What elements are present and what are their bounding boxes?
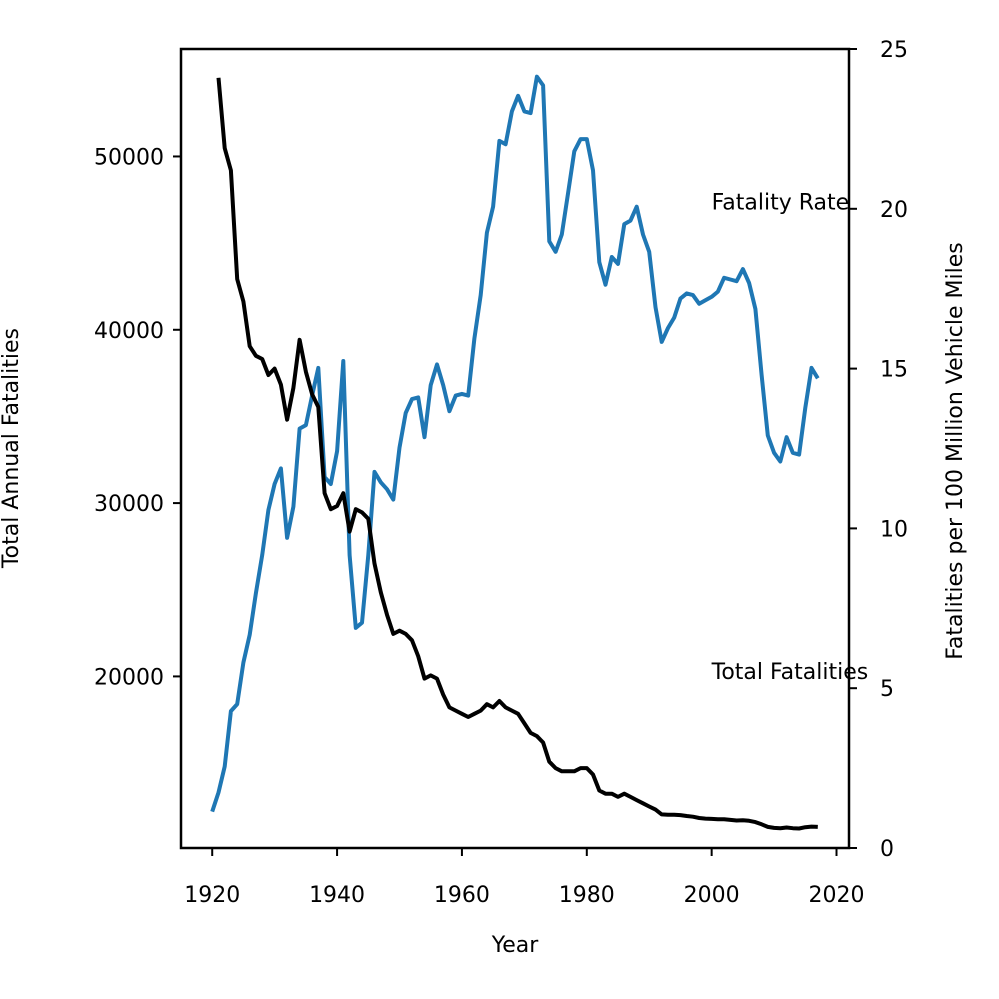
series-line-fatality-rate: [216, 77, 818, 831]
x-tick-label: 1940: [309, 883, 365, 908]
x-tick-label: 1960: [434, 883, 490, 908]
y-left-tick-label: 40000: [94, 319, 164, 344]
series-line-total-fatalities: [210, 74, 820, 813]
y-right-tick-label: 10: [880, 517, 908, 542]
annotation-total-fatalities: Total Fatalities: [711, 660, 869, 685]
y-axis-left-title: Total Annual Fatalities: [0, 328, 24, 569]
x-axis-title: Year: [491, 933, 540, 958]
x-tick-label: 2000: [684, 883, 740, 908]
y-axis-right-title: Fatalities per 100 Million Vehicle Miles: [943, 242, 968, 659]
y-axis-left: 20000 30000 40000 50000: [94, 145, 181, 690]
annotations: Fatality Rate Total Fatalities: [711, 191, 869, 686]
y-left-tick-label: 20000: [94, 665, 164, 690]
plot-frame: [179, 47, 851, 850]
y-left-tick-label: 50000: [94, 145, 164, 170]
y-right-tick-label: 5: [880, 677, 894, 702]
x-tick-label: 1920: [184, 883, 240, 908]
x-axis: 1920 1940 1960 1980 2000 2020: [184, 848, 865, 908]
annotation-fatality-rate: Fatality Rate: [712, 191, 850, 216]
y-right-tick-label: 20: [880, 198, 908, 223]
y-axis-right: 0 5 10 15 20 25: [849, 38, 908, 862]
y-right-tick-label: 15: [880, 358, 908, 383]
x-tick-label: 1980: [559, 883, 615, 908]
y-right-tick-label: 0: [880, 837, 894, 862]
x-tick-label: 2020: [809, 883, 865, 908]
y-left-tick-label: 30000: [94, 492, 164, 517]
y-right-tick-label: 25: [880, 38, 908, 63]
series-layer: [210, 74, 820, 831]
